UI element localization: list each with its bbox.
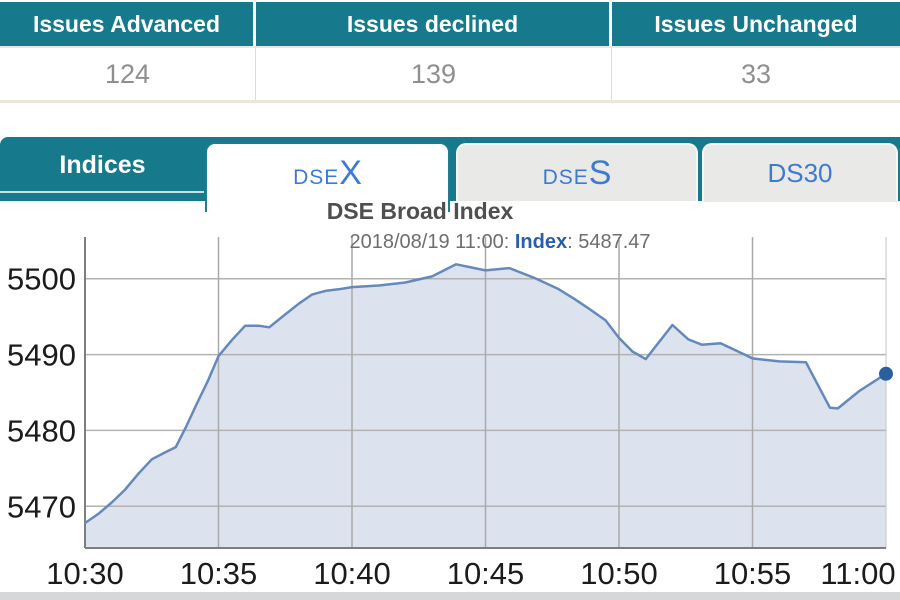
tab-dses[interactable]: DSES bbox=[456, 143, 698, 201]
indices-panel-label: Indices bbox=[59, 151, 146, 179]
y-tick-label: 5470 bbox=[7, 489, 76, 524]
issues-declined-header: Issues declined bbox=[256, 2, 612, 46]
issues-declined-value: 139 bbox=[256, 48, 612, 100]
indices-underline bbox=[0, 191, 204, 193]
x-tick-label: 10:50 bbox=[580, 556, 658, 591]
y-tick-label: 5500 bbox=[7, 262, 76, 297]
issues-summary-header-row: Issues Advanced Issues declined Issues U… bbox=[0, 2, 900, 46]
x-tick-label: 10:35 bbox=[180, 556, 258, 591]
tab-dses-label-prefix: DSE bbox=[542, 166, 589, 189]
chart-subtitle: 2018/08/19 11:00: Index: 5487.47 bbox=[349, 231, 650, 254]
y-tick-label: 5480 bbox=[7, 413, 76, 448]
tab-dses-label-suffix: S bbox=[588, 154, 612, 192]
tab-ds30-label: DS30 bbox=[767, 158, 833, 188]
tab-dsex[interactable]: DSEX bbox=[205, 142, 450, 212]
x-tick-label: 11:00 bbox=[820, 556, 895, 591]
x-tick-label: 10:45 bbox=[447, 556, 525, 591]
chart-subtitle-index-label: Index bbox=[514, 231, 568, 253]
x-tick-label: 10:40 bbox=[313, 556, 391, 591]
y-tick-label: 5490 bbox=[7, 338, 76, 373]
tab-ds30[interactable]: DS30 bbox=[702, 143, 898, 202]
end-marker bbox=[879, 366, 893, 381]
issues-advanced-value: 124 bbox=[0, 48, 256, 100]
issues-summary-value-row: 124 139 33 bbox=[0, 46, 900, 103]
chart-subtitle-datetime: 2018/08/19 11:00: bbox=[349, 231, 515, 253]
issues-unchanged-header: Issues Unchanged bbox=[654, 11, 858, 37]
series-line bbox=[84, 263, 887, 525]
issues-advanced-header: Issues Advanced bbox=[0, 2, 256, 46]
issues-unchanged-value: 33 bbox=[740, 59, 772, 89]
x-tick-label: 10:30 bbox=[46, 556, 124, 591]
indices-tab-bar: Indices DSEX DSES DS30 bbox=[0, 137, 900, 212]
tab-dsex-label-suffix: X bbox=[339, 154, 362, 192]
chart-title: DSE Broad Index bbox=[326, 198, 514, 224]
x-tick-label: 10:55 bbox=[714, 556, 792, 591]
bottom-divider-strip bbox=[0, 592, 900, 600]
tab-dsex-label-prefix: DSE bbox=[293, 166, 340, 189]
chart-subtitle-index-value: : 5487.47 bbox=[567, 231, 651, 253]
